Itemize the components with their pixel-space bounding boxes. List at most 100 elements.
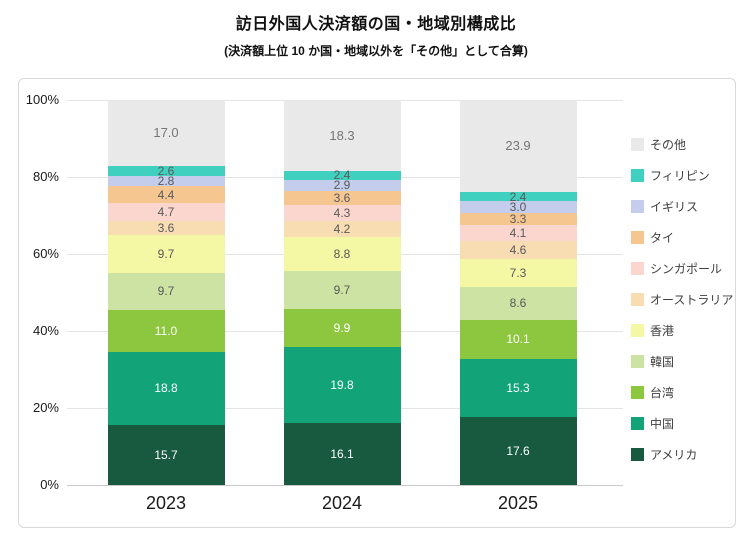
y-axis-labels: 100% 80% 60% 40% 20% 0% — [19, 92, 59, 492]
y-tick-label: 100% — [25, 92, 59, 107]
bar-segment-value: 9.9 — [333, 320, 351, 335]
legend-swatch — [631, 417, 644, 430]
bar-segment-value: 10.1 — [506, 332, 530, 347]
bar-segment: 2.4 — [459, 189, 577, 204]
legend-label: オーストラリア — [650, 293, 734, 307]
legend-item-0: その他 — [631, 137, 733, 152]
bar-segment: 17.0 — [107, 100, 225, 166]
bar-segment-value: 2.4 — [333, 168, 351, 183]
bar-segment-value: 9.7 — [333, 283, 351, 298]
legend-swatch — [631, 231, 644, 244]
bar-segment-value: 7.3 — [509, 265, 527, 280]
bar-segment: 2.9 — [283, 178, 401, 193]
bar-segment: 10.1 — [459, 319, 577, 359]
plot-area: 15.7 18.8 11.0 9.7 9.7 3.6 4.7 4.4 2.8 2.6 17.0 16.… — [67, 100, 623, 486]
chart-title: 訪日外国人決済額の国・地域別構成比 — [235, 16, 517, 33]
bar-segment: 2.8 — [107, 173, 225, 188]
y-tick-label: 80% — [32, 169, 59, 184]
bar-segment: 17.6 — [459, 417, 577, 485]
bar-segment: 16.1 — [283, 423, 401, 485]
legend-swatch — [631, 169, 644, 182]
bar-segment: 3.6 — [107, 221, 225, 236]
bar-segment-value: 4.4 — [157, 187, 175, 202]
bar-segment: 2.4 — [283, 168, 401, 183]
legend-item-6: 香港 — [631, 323, 733, 338]
legend-item-8: 台湾 — [631, 385, 733, 400]
bar-segment: 15.3 — [459, 358, 577, 418]
bar-segment: 15.7 — [107, 424, 225, 485]
bar-segment-value: 19.8 — [330, 377, 354, 392]
bar-segment-value: 11.0 — [154, 324, 178, 339]
bar-segment: 3.0 — [459, 201, 577, 213]
bar-segment-value: 17.0 — [153, 125, 179, 141]
bar-segment-value: 2.4 — [509, 189, 527, 204]
legend-item-7: 韓国 — [631, 354, 733, 369]
bar-segment-value: 3.6 — [333, 190, 351, 205]
legend-label: シンガポール — [650, 262, 723, 276]
legend-swatch — [631, 138, 644, 151]
x-axis-label: 2024 — [321, 493, 363, 513]
bar-segment: 18.3 — [283, 100, 401, 171]
bar-segment-value: 2.9 — [333, 178, 351, 193]
bar-segment-value: 4.3 — [333, 206, 351, 221]
bar-segment: 4.2 — [283, 221, 401, 238]
y-tick-label: 0% — [40, 477, 59, 492]
bar-segment-value: 9.7 — [157, 284, 175, 299]
legend-item-4: シンガポール — [631, 261, 733, 276]
y-tick-label: 20% — [32, 400, 59, 415]
legend-swatch — [631, 448, 644, 461]
stacked-bar-2023: 15.7 18.8 11.0 9.7 9.7 3.6 4.7 4.4 2.8 2.6 17.0 — [107, 100, 225, 485]
bar-segment: 2.6 — [107, 163, 225, 178]
legend-swatch — [631, 200, 644, 213]
y-tick-label: 60% — [32, 246, 59, 261]
legend-swatch — [631, 324, 644, 337]
x-axis-label: 2023 — [145, 493, 187, 513]
legend-label: フィリピン — [650, 169, 710, 183]
legend-swatch — [631, 355, 644, 368]
x-axis-line — [67, 485, 623, 486]
bar-segment: 3.3 — [459, 211, 577, 226]
y-tick-label: 40% — [32, 323, 59, 338]
bar-segment-value: 4.1 — [509, 226, 527, 241]
legend-item-10: アメリカ — [631, 447, 733, 462]
legend-swatch — [631, 386, 644, 399]
bar-segment: 8.8 — [283, 237, 401, 272]
bar-segment: 9.7 — [107, 272, 225, 310]
chart-subtitle: (決済額上位 10 か国・地域以外を「その他」として合算) — [224, 44, 528, 58]
bar-segment-value: 3.6 — [157, 221, 175, 236]
legend-swatch — [631, 293, 644, 306]
bar-segment-value: 8.8 — [333, 247, 351, 262]
bar-segment: 4.6 — [459, 241, 577, 259]
bar-segment-value: 18.8 — [154, 381, 178, 396]
bar-segment: 3.6 — [283, 190, 401, 205]
bar-segment-value: 23.9 — [505, 138, 531, 154]
legend-item-3: タイ — [631, 230, 733, 245]
bar-segment-value: 4.2 — [333, 222, 351, 237]
legend-item-1: フィリピン — [631, 168, 733, 183]
bar-segment: 4.3 — [283, 204, 401, 222]
bar-segment-value: 3.3 — [509, 211, 527, 226]
legend-label: アメリカ — [650, 448, 698, 462]
legend-item-2: イギリス — [631, 199, 733, 214]
bar-segment: 23.9 — [459, 100, 577, 192]
legend-label: 韓国 — [650, 355, 675, 369]
legend-item-9: 中国 — [631, 416, 733, 431]
legend-label: その他 — [650, 138, 687, 152]
chart-frame: 100% 80% 60% 40% 20% 0% 15.7 18.8 11.0 9.7 9.7 3.6… — [18, 78, 736, 528]
stacked-bar-2024: 16.1 19.8 9.9 9.7 8.8 4.2 4.3 3.6 2.9 2.4 18.3 — [283, 100, 401, 485]
legend-label: 台湾 — [650, 386, 675, 400]
legend-label: イギリス — [650, 200, 699, 214]
bar-segment: 4.4 — [107, 186, 225, 204]
bar-segment-value: 18.3 — [329, 127, 355, 143]
bar-segment-value: 8.6 — [509, 296, 527, 311]
bar-segment: 9.7 — [283, 271, 401, 309]
bar-segment-value: 16.1 — [330, 447, 354, 461]
bar-segment-value: 2.8 — [157, 173, 175, 188]
bar-segment-value: 15.7 — [154, 447, 178, 462]
bar-segment: 7.3 — [459, 258, 577, 287]
legend: その他フィリピンイギリスタイシンガポール オーストラリア香港韓国台湾中国アメリカ — [631, 137, 733, 462]
bar-segment: 11.0 — [107, 309, 225, 353]
x-axis-label: 2025 — [497, 493, 539, 513]
bar-segment-value: 2.6 — [157, 163, 175, 178]
